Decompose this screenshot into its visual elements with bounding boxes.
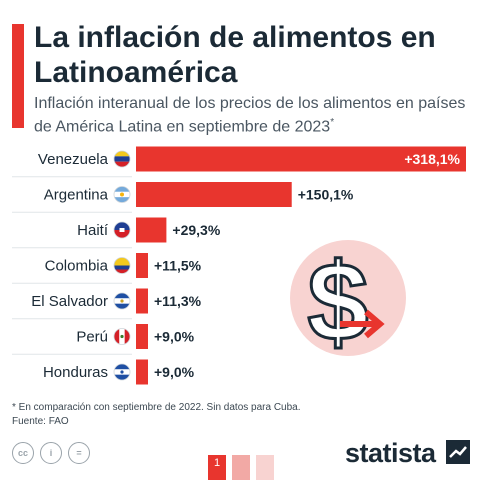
venezuela-flag-yellow	[114, 151, 130, 157]
colombia-flag	[113, 257, 131, 274]
peru-flag-red1	[114, 328, 120, 345]
dollar-arrow-icon: $	[290, 240, 406, 366]
el-salvador-flag-blue1	[114, 293, 130, 299]
peru-flag-fill	[114, 328, 130, 345]
argentina-flag-blue1	[114, 186, 130, 192]
footnote-source: Fuente: FAO	[12, 416, 69, 427]
category-label: El Salvador	[31, 293, 108, 310]
no-derivatives-icon[interactable]: =	[68, 442, 90, 464]
bar-colombia	[136, 253, 148, 278]
subtitle-footnote-mark: *	[330, 117, 335, 128]
category-label: Argentina	[44, 187, 109, 204]
honduras-flag	[113, 363, 131, 381]
footnote-note: * En comparación con septiembre de 2022.…	[12, 402, 301, 413]
svg-text:$: $	[307, 241, 368, 364]
category-label: Perú	[76, 329, 108, 346]
page-tabs: 1	[208, 455, 274, 480]
honduras-flag-fill	[114, 364, 130, 380]
category-label: Haití	[77, 222, 109, 239]
creative-commons-icon[interactable]: cc	[12, 442, 34, 464]
colombia-flag-red	[114, 269, 130, 274]
colombia-flag-blue	[114, 265, 130, 270]
venezuela-flag-border	[113, 150, 131, 168]
peru-flag-border	[113, 328, 131, 345]
peru-flag-red2	[124, 328, 130, 345]
el-salvador-flag-fill	[114, 293, 130, 309]
bar-chart: $ Venezuela +318,1% Argentina +150,1% Haití +…	[12, 146, 466, 385]
venezuela-flag-red	[114, 161, 130, 167]
statista-logo: statista	[345, 438, 436, 468]
bar-honduras	[136, 359, 148, 385]
haiti-flag-border	[113, 221, 131, 239]
bar-haití	[136, 217, 167, 243]
honduras-flag-border	[113, 363, 131, 381]
bar-venezuela	[136, 146, 466, 172]
value-label: +11,5%	[154, 258, 202, 274]
category-label: Colombia	[45, 258, 109, 275]
argentina-flag-fill	[114, 186, 130, 203]
bar-perú	[136, 324, 148, 349]
value-label: +9,0%	[154, 364, 195, 380]
honduras-flag-emblem	[120, 370, 124, 374]
haiti-flag-fill	[114, 222, 130, 238]
value-label: +318,1%	[404, 151, 460, 167]
argentina-flag-blue2	[114, 197, 130, 203]
el-salvador-flag	[113, 292, 131, 310]
statista-logo-mark	[446, 440, 470, 464]
argentina-flag-border	[113, 186, 131, 203]
value-label: +150,1%	[298, 187, 354, 203]
value-label: +29,3%	[172, 222, 220, 238]
venezuela-flag-blue	[114, 156, 130, 162]
argentina-flag	[113, 186, 131, 203]
title-accent-bar	[12, 24, 24, 128]
argentina-flag-sun	[120, 192, 124, 197]
el-salvador-flag-blue2	[114, 303, 130, 309]
haiti-flag-blue	[114, 222, 130, 230]
colombia-flag-border	[113, 257, 131, 274]
value-label: +11,3%	[154, 293, 202, 309]
el-salvador-flag-emblem	[120, 299, 124, 303]
footnote: * En comparación con septiembre de 2022.…	[12, 401, 301, 429]
bar-el-salvador	[136, 288, 148, 314]
page-title: La inflación de alimentos en Latinoaméri…	[34, 21, 436, 89]
value-label: +9,0%	[154, 329, 195, 345]
honduras-flag-blue1	[114, 364, 130, 370]
peru-flag-emblem	[120, 334, 124, 339]
page-tab-2[interactable]	[232, 455, 250, 480]
license-icons: cc i =	[12, 442, 90, 464]
attribution-icon[interactable]: i	[40, 442, 62, 464]
page-subtitle: Inflación interanual de los precios de l…	[34, 94, 474, 136]
subtitle-text: Inflación interanual de los precios de l…	[34, 95, 466, 136]
peru-flag	[113, 328, 131, 345]
colombia-flag-yellow	[114, 257, 130, 266]
category-label: Honduras	[43, 364, 108, 381]
venezuela-flag-fill	[114, 151, 130, 167]
el-salvador-flag-border	[113, 292, 131, 310]
page-tab-3[interactable]	[256, 455, 274, 480]
venezuela-flag	[113, 150, 131, 168]
page-tab-1[interactable]: 1	[208, 455, 226, 480]
haiti-flag-emblem	[119, 228, 125, 232]
haiti-flag	[113, 221, 131, 239]
category-label: Venezuela	[38, 151, 109, 168]
honduras-flag-blue2	[114, 374, 130, 380]
colombia-flag-fill	[114, 257, 130, 274]
haiti-flag-red	[114, 230, 130, 238]
bar-argentina	[136, 182, 292, 207]
